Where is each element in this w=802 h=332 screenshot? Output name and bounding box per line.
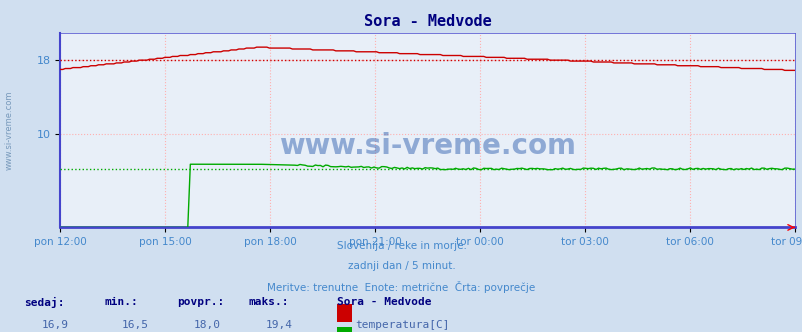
Text: www.si-vreme.com: www.si-vreme.com — [5, 91, 14, 170]
Text: Meritve: trenutne  Enote: metrične  Črta: povprečje: Meritve: trenutne Enote: metrične Črta: … — [267, 281, 535, 292]
Text: Sora - Medvode: Sora - Medvode — [337, 297, 431, 307]
Title: Sora - Medvode: Sora - Medvode — [363, 14, 491, 29]
Text: temperatura[C]: temperatura[C] — [355, 320, 450, 330]
Text: sedaj:: sedaj: — [24, 297, 64, 308]
Text: Slovenija / reke in morje.: Slovenija / reke in morje. — [336, 241, 466, 251]
Text: 16,5: 16,5 — [121, 320, 148, 330]
Text: 18,0: 18,0 — [193, 320, 221, 330]
Text: 16,9: 16,9 — [41, 320, 68, 330]
Text: zadnji dan / 5 minut.: zadnji dan / 5 minut. — [347, 261, 455, 271]
Text: 19,4: 19,4 — [265, 320, 293, 330]
Text: povpr.:: povpr.: — [176, 297, 224, 307]
Text: min.:: min.: — [104, 297, 138, 307]
Text: maks.:: maks.: — [249, 297, 289, 307]
Text: www.si-vreme.com: www.si-vreme.com — [279, 132, 575, 160]
